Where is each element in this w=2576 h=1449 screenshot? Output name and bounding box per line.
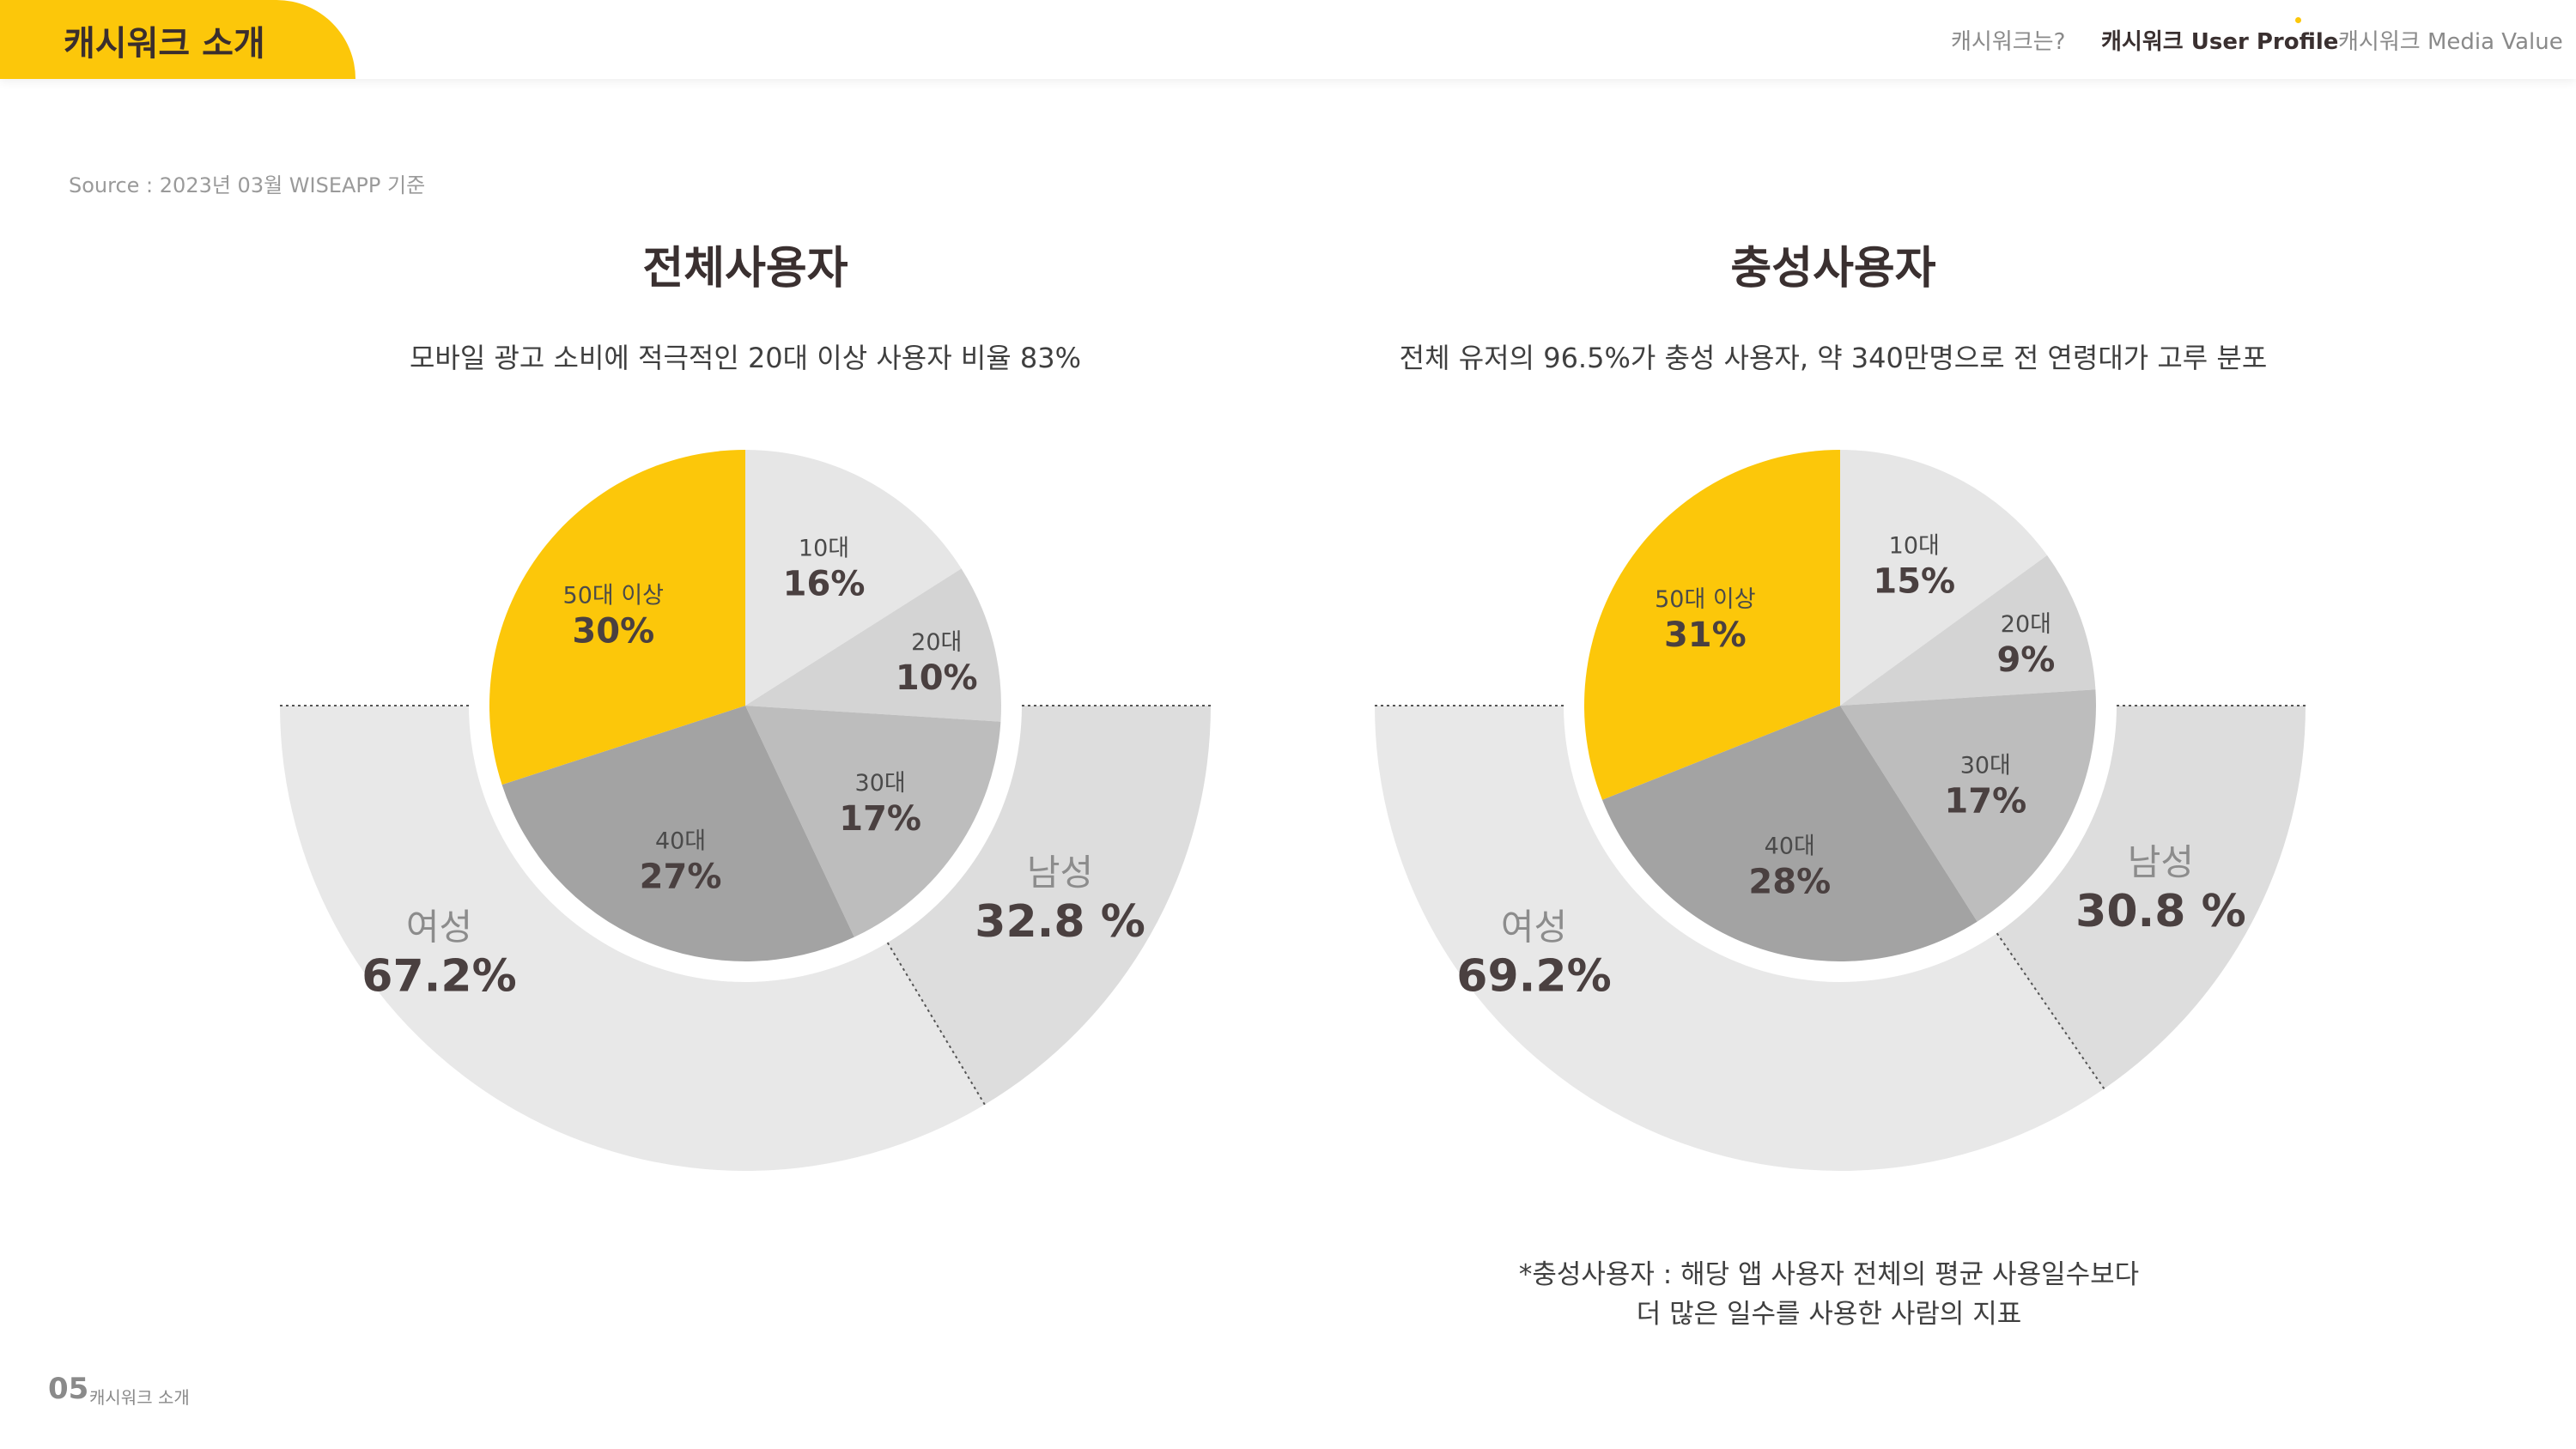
slice-value-20: 9% xyxy=(1996,640,2055,680)
pie-slice-40 xyxy=(1601,706,1978,961)
slice-value-50plus: 30% xyxy=(572,611,654,651)
pie-slice-30 xyxy=(745,706,1001,937)
pie-slice-50plus xyxy=(489,450,745,785)
active-dot-icon xyxy=(2295,17,2301,23)
gender-value-female: 67.2% xyxy=(361,950,516,1002)
gender-label-male: 남성 xyxy=(1027,852,1093,894)
slice-label-30: 30대 xyxy=(855,770,906,797)
top-bar: 캐시워크 소개 캐시워크는? 캐시워크 User Profile 캐시워크 Me… xyxy=(0,0,2576,79)
slice-value-50plus: 31% xyxy=(1664,615,1747,655)
page-label: 캐시워크 소개 xyxy=(89,1387,190,1408)
slice-value-30: 17% xyxy=(1944,781,2026,821)
pie-slice-40 xyxy=(501,706,854,961)
gender-divider xyxy=(886,942,986,1106)
slice-label-20: 20대 xyxy=(2001,611,2051,638)
gender-band-female xyxy=(1375,706,2105,1171)
slice-label-20: 20대 xyxy=(911,629,962,656)
slice-value-40: 28% xyxy=(1748,863,1831,902)
slice-value-10: 15% xyxy=(1873,562,1955,602)
gender-label-male: 남성 xyxy=(2128,841,2194,883)
gender-band-male xyxy=(887,706,1211,1105)
pie-slice-50plus xyxy=(1584,450,1840,800)
slice-label-30: 30대 xyxy=(1960,752,2011,779)
section-title: 캐시워크 소개 xyxy=(64,24,265,64)
pie-chart-2 xyxy=(1375,440,2306,1171)
slice-label-40: 40대 xyxy=(655,828,706,854)
footnote-line-1: *충성사용자 : 해당 앱 사용자 전체의 평균 사용일수보다 xyxy=(1518,1259,2140,1290)
slice-value-40: 27% xyxy=(640,857,722,896)
pie-slice-10 xyxy=(1840,450,2048,706)
gender-label-female: 여성 xyxy=(1501,906,1567,948)
gender-value-male: 32.8 % xyxy=(975,896,1145,948)
gender-band-male xyxy=(1996,706,2306,1089)
slice-label-40: 40대 xyxy=(1765,834,1815,860)
slice-label-50plus: 50대 이상 xyxy=(1655,586,1755,613)
gender-band-female xyxy=(280,706,985,1171)
slice-value-30: 17% xyxy=(839,799,921,839)
nav-item-media-value[interactable]: 캐시워크 Media Value xyxy=(2338,29,2563,55)
chart-subtitle-loyal-users: 전체 유저의 96.5%가 충성 사용자, 약 340만명으로 전 연령대가 고… xyxy=(1399,342,2268,374)
page-number: 05 xyxy=(48,1372,89,1406)
section-tab: 캐시워크 소개 xyxy=(0,0,355,79)
slice-label-50plus: 50대 이상 xyxy=(563,582,664,609)
pie-slice-30 xyxy=(1840,689,2096,922)
nav-item-about[interactable]: 캐시워크는? xyxy=(1951,29,2066,55)
chart-title-loyal-users: 충성사용자 xyxy=(1730,243,1936,294)
source-note: Source : 2023년 03월 WISEAPP 기준 xyxy=(69,173,426,197)
slice-value-10: 16% xyxy=(783,565,866,604)
pie-chart-1 xyxy=(280,440,1211,1171)
pie-slice-20 xyxy=(1840,555,2096,706)
slice-label-10: 10대 xyxy=(799,536,849,562)
pie-slice-20 xyxy=(745,568,1001,722)
footnote: *충성사용자 : 해당 앱 사용자 전체의 평균 사용일수보다 더 많은 일수를… xyxy=(1400,1255,2258,1334)
footnote-line-2: 더 많은 일수를 사용한 사람의 지표 xyxy=(1636,1299,2022,1330)
gender-value-male: 30.8 % xyxy=(2075,886,2246,937)
nav-item-user-profile[interactable]: 캐시워크 User Profile xyxy=(2101,29,2339,55)
slice-label-10: 10대 xyxy=(1889,533,1940,560)
slice-value-20: 10% xyxy=(896,658,978,698)
chart-title-all-users: 전체사용자 xyxy=(642,243,848,294)
gender-value-female: 69.2% xyxy=(1456,950,1611,1002)
gender-label-female: 여성 xyxy=(406,906,472,948)
pie-slice-10 xyxy=(745,450,962,706)
chart-subtitle-all-users: 모바일 광고 소비에 적극적인 20대 이상 사용자 비율 83% xyxy=(409,342,1082,374)
gender-divider xyxy=(1996,932,2105,1089)
